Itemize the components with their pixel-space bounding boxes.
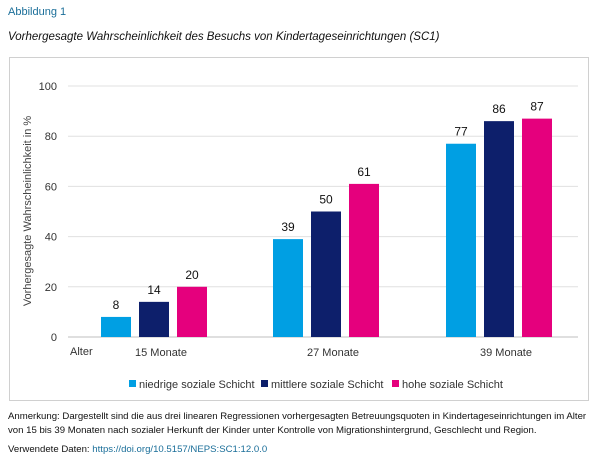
data-label: 61 (357, 165, 371, 179)
y-tick-label: 20 (45, 282, 57, 294)
legend-swatch (129, 380, 136, 387)
legend-label: mittlere soziale Schicht (271, 379, 384, 391)
data-source: Verwendete Daten: https://doi.org/10.515… (8, 444, 267, 455)
data-label: 86 (492, 102, 506, 116)
x-tick-label: 15 Monate (135, 347, 187, 359)
y-tick-label: 100 (39, 81, 57, 93)
bar (311, 211, 341, 337)
legend-label: hohe soziale Schicht (402, 379, 503, 391)
chart-frame (9, 57, 589, 401)
data-source-label: Verwendete Daten: (8, 444, 90, 455)
y-tick-label: 0 (51, 332, 57, 344)
x-axis-label: Alter (70, 346, 93, 358)
bar (446, 143, 476, 337)
data-label: 8 (113, 298, 120, 312)
bar (522, 118, 552, 337)
legend-label: niedrige soziale Schicht (139, 379, 255, 391)
bar (349, 183, 379, 337)
bar (484, 121, 514, 337)
bar (177, 286, 207, 337)
data-label: 20 (185, 268, 199, 282)
y-tick-label: 80 (45, 131, 57, 143)
data-label: 14 (147, 283, 161, 297)
x-tick-label: 27 Monate (307, 347, 359, 359)
figure-label: Abbildung 1 (8, 6, 67, 18)
x-tick-label: 39 Monate (480, 347, 532, 359)
legend-swatch (392, 380, 399, 387)
data-label: 50 (319, 193, 333, 207)
data-source-link[interactable]: https://doi.org/10.5157/NEPS:SC1:12.0.0 (92, 444, 268, 455)
data-label: 39 (281, 220, 295, 234)
chart-title: Vorhergesagte Wahrscheinlichkeit des Bes… (8, 31, 440, 43)
bar (139, 301, 169, 337)
y-tick-label: 60 (45, 181, 57, 193)
y-axis-label: Vorhergesagte Wahrscheinlichkeit in % (22, 116, 34, 307)
legend-swatch (261, 380, 268, 387)
chart-note: Anmerkung: Dargestellt sind die aus drei… (8, 411, 587, 436)
data-label: 87 (530, 100, 544, 114)
y-tick-label: 40 (45, 232, 57, 244)
bar (273, 239, 303, 337)
data-label: 77 (454, 125, 468, 139)
bar (101, 316, 131, 337)
